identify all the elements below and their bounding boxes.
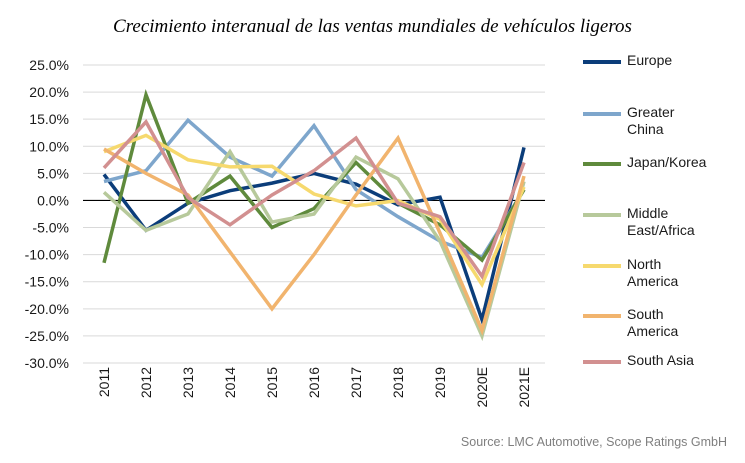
x-tick-label: 2020E <box>474 367 490 407</box>
legend-label: Europe <box>627 52 673 68</box>
y-tick-label: 15.0% <box>29 111 69 127</box>
y-tick-label: -25.0% <box>25 328 69 344</box>
legend-swatch <box>583 360 621 364</box>
series-line-japan-korea <box>102 89 526 264</box>
chart-title: Crecimiento interanual de las ventas mun… <box>113 16 632 37</box>
x-tick-label: 2018 <box>390 367 406 398</box>
legend-swatch <box>583 112 621 116</box>
x-tick-label: 2012 <box>138 367 154 398</box>
y-tick-label: 20.0% <box>29 84 69 100</box>
y-tick-label: 25.0% <box>29 57 69 73</box>
x-tick-label: 2011 <box>96 367 112 397</box>
legend-swatch <box>583 213 621 217</box>
x-tick-label: 2017 <box>348 367 364 398</box>
legend-label: Greater China <box>627 104 675 137</box>
x-tick-label: 2016 <box>306 367 322 398</box>
y-tick-label: -10.0% <box>25 247 69 263</box>
legend-label: Japan/Korea <box>627 154 707 170</box>
y-tick-label: 5.0% <box>37 165 69 181</box>
x-tick-label: 2015 <box>264 367 280 398</box>
legend-swatch <box>583 162 621 166</box>
legend-swatch <box>583 60 621 64</box>
legend-label: South Asia <box>627 352 694 368</box>
x-tick-label: 2019 <box>432 367 448 398</box>
legend-label: South America <box>627 306 679 339</box>
legend-label: Middle East/Africa <box>627 205 695 238</box>
series-line-middle-east-africa <box>102 148 526 342</box>
x-tick-label: 2013 <box>180 367 196 398</box>
legend-label: North America <box>627 256 679 289</box>
legend-swatch <box>583 314 621 318</box>
legend-swatch <box>583 264 621 268</box>
y-tick-label: -30.0% <box>25 355 69 371</box>
y-tick-label: 10.0% <box>29 138 69 154</box>
series-line-south-america <box>103 134 526 336</box>
x-tick-label: 2021E <box>516 367 532 407</box>
y-tick-label: -15.0% <box>25 274 69 290</box>
y-tick-label: 0.0% <box>37 192 69 208</box>
source-note: Source: LMC Automotive, Scope Ratings Gm… <box>460 435 727 449</box>
y-tick-label: -5.0% <box>32 220 69 236</box>
series-line-south-asia <box>102 118 526 281</box>
series-line-greater-china <box>103 117 526 260</box>
series-line-north-america <box>103 133 526 289</box>
y-tick-label: -20.0% <box>25 301 69 317</box>
x-tick-label: 2014 <box>222 367 238 398</box>
